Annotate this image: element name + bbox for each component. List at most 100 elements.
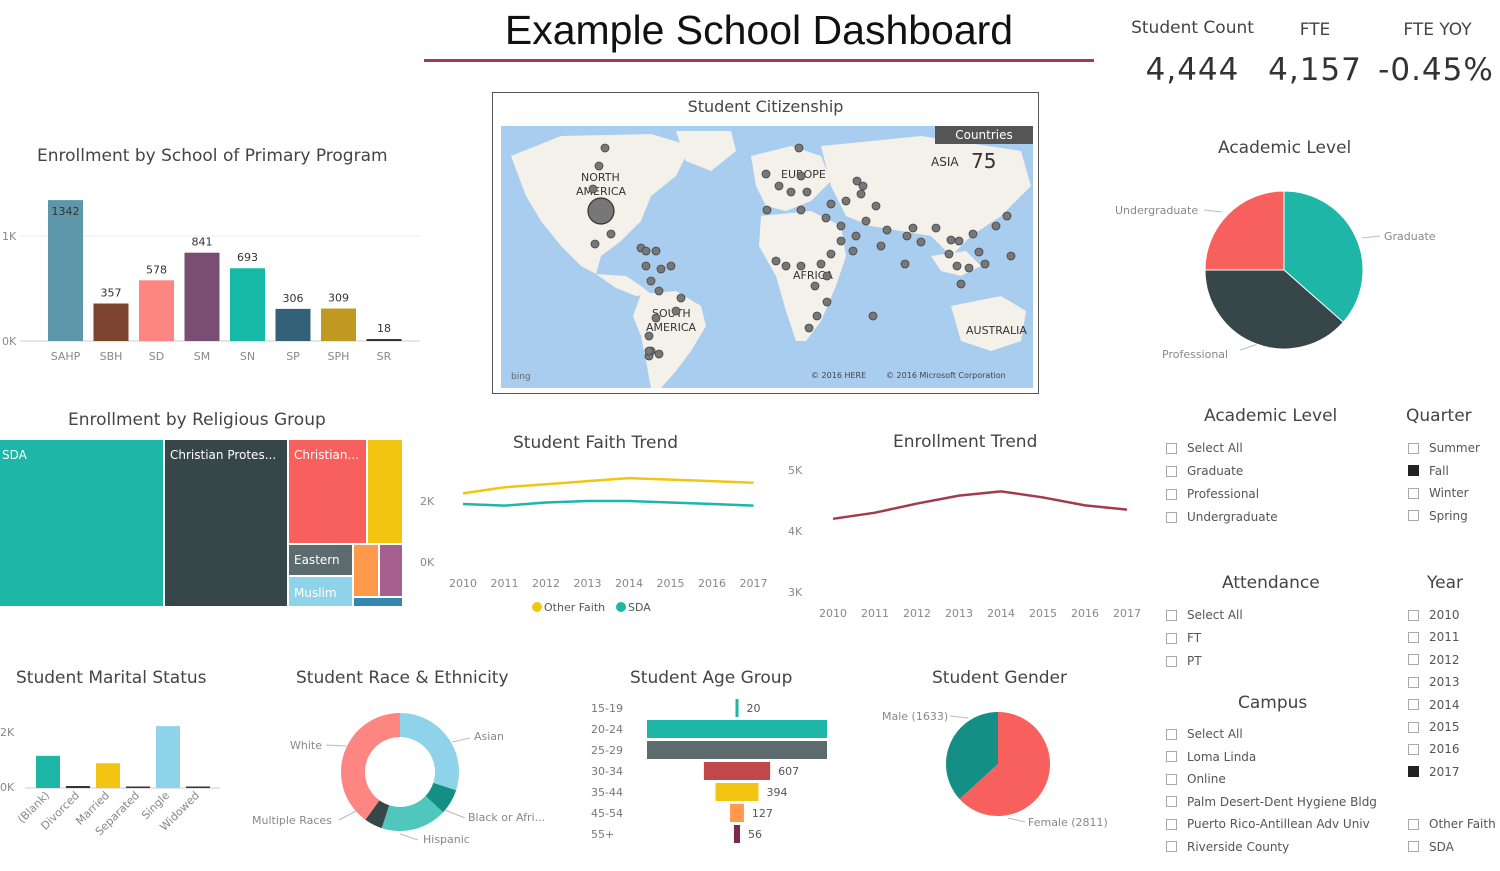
- map-dot[interactable]: [676, 293, 686, 303]
- attendance-option[interactable]: PT: [1166, 654, 1202, 668]
- map-dot[interactable]: [944, 249, 954, 259]
- faith-option[interactable]: SDA: [1408, 840, 1454, 854]
- map-dot[interactable]: [646, 276, 656, 286]
- attendance-checkbox[interactable]: [1166, 632, 1177, 644]
- year-option[interactable]: 2017: [1408, 765, 1460, 779]
- gender-pie[interactable]: Male (1633) Female (2811): [870, 700, 1120, 850]
- map-dot[interactable]: [656, 264, 666, 274]
- treemap-tile-eastern[interactable]: Eastern: [289, 545, 352, 575]
- map-dot[interactable]: [882, 225, 892, 235]
- marital-bar-separated[interactable]: [126, 786, 150, 789]
- map-dot[interactable]: [654, 349, 664, 359]
- map-dot[interactable]: [946, 235, 956, 245]
- treemap-tile-christian-protestant[interactable]: Christian Protes...: [165, 440, 287, 606]
- map-dot[interactable]: [991, 221, 1001, 231]
- pie-slice-undergraduate[interactable]: [1204, 190, 1285, 271]
- attendance-option[interactable]: Select All: [1166, 608, 1243, 622]
- quarter-option[interactable]: Spring: [1408, 509, 1468, 523]
- year-option[interactable]: 2015: [1408, 720, 1460, 734]
- bar-sp[interactable]: [275, 308, 311, 341]
- map-dot[interactable]: [641, 246, 651, 256]
- map-dot[interactable]: [826, 249, 836, 259]
- map-dot[interactable]: [956, 279, 966, 289]
- map-dot[interactable]: [841, 196, 851, 206]
- quarter-checkbox[interactable]: [1408, 442, 1419, 454]
- quarter-option[interactable]: Fall: [1408, 464, 1449, 478]
- gender-slice-female[interactable]: [959, 712, 1050, 816]
- campus-option[interactable]: Online: [1166, 772, 1226, 786]
- year-checkbox[interactable]: [1408, 609, 1419, 621]
- map-dot[interactable]: [804, 323, 814, 333]
- map-dot[interactable]: [644, 346, 654, 356]
- quarter-checkbox[interactable]: [1408, 465, 1419, 476]
- map-dot[interactable]: [816, 259, 826, 269]
- age-bar[interactable]: [647, 720, 827, 738]
- map-dot[interactable]: [802, 187, 812, 197]
- age-bar[interactable]: [715, 783, 759, 801]
- year-option[interactable]: 2011: [1408, 630, 1460, 644]
- age-bar[interactable]: [730, 804, 744, 822]
- map-dot[interactable]: [836, 236, 846, 246]
- map-dot[interactable]: [822, 297, 832, 307]
- map-dot[interactable]: [852, 176, 862, 186]
- map-dot[interactable]: [606, 229, 616, 239]
- academic-level-checkbox[interactable]: [1166, 442, 1177, 454]
- quarter-checkbox[interactable]: [1408, 487, 1419, 499]
- year-checkbox[interactable]: [1408, 654, 1419, 666]
- marital-bar-divorced[interactable]: [66, 786, 90, 788]
- map-dot[interactable]: [868, 311, 878, 321]
- treemap-tile-yellow[interactable]: [368, 440, 402, 543]
- world-map[interactable]: Countries ASIA 75 NORTH AMERICA EUROPE A…: [501, 126, 1033, 388]
- campus-option[interactable]: Palm Desert-Dent Hygiene Bldg: [1166, 795, 1377, 809]
- map-dot[interactable]: [836, 221, 846, 231]
- map-dot[interactable]: [666, 261, 676, 271]
- attendance-checkbox[interactable]: [1166, 655, 1177, 667]
- map-dot[interactable]: [781, 261, 791, 271]
- marital-bar-blank[interactable]: [36, 755, 60, 788]
- age-group-funnel[interactable]: 15-19 20 20-24 25-29 30-34 607 35-44 394 45-54 12…: [585, 698, 845, 848]
- campus-checkbox[interactable]: [1166, 751, 1177, 762]
- pie-slice-professional[interactable]: [1204, 269, 1344, 350]
- year-checkbox[interactable]: [1408, 676, 1419, 688]
- campus-checkbox[interactable]: [1166, 728, 1177, 740]
- year-option[interactable]: 2016: [1408, 742, 1460, 756]
- map-dot[interactable]: [651, 313, 661, 323]
- map-dot[interactable]: [900, 259, 910, 269]
- map-dot[interactable]: [774, 181, 784, 191]
- campus-option[interactable]: Puerto Rico-Antillean Adv Univ: [1166, 817, 1370, 831]
- treemap-tile-sda[interactable]: SDA: [0, 440, 163, 606]
- academic-level-pie[interactable]: Undergraduate Graduate Professional: [1100, 170, 1480, 370]
- map-dot[interactable]: [858, 181, 868, 191]
- treemap-tile-purple[interactable]: [380, 545, 402, 596]
- academic-level-checkbox[interactable]: [1166, 488, 1177, 500]
- map-dot[interactable]: [644, 331, 654, 341]
- map-dot[interactable]: [861, 216, 871, 226]
- map-dot[interactable]: [1002, 211, 1012, 221]
- quarter-option[interactable]: Winter: [1408, 486, 1469, 500]
- bar-sbh[interactable]: [93, 303, 129, 341]
- age-bar[interactable]: [733, 825, 741, 843]
- treemap-tile-orange[interactable]: [354, 545, 378, 596]
- age-bar[interactable]: [647, 741, 827, 759]
- year-option[interactable]: 2014: [1408, 698, 1460, 712]
- map-dot[interactable]: [902, 231, 912, 241]
- map-dot[interactable]: [796, 261, 806, 271]
- bar-sm[interactable]: [184, 252, 220, 341]
- map-dot-usa[interactable]: [587, 197, 615, 225]
- map-dot[interactable]: [952, 261, 962, 271]
- attendance-checkbox[interactable]: [1166, 609, 1177, 621]
- year-option[interactable]: 2010: [1408, 608, 1460, 622]
- quarter-option[interactable]: Summer: [1408, 441, 1480, 455]
- marital-bar-single[interactable]: [156, 726, 180, 788]
- map-dot[interactable]: [974, 247, 984, 257]
- map-dot[interactable]: [851, 231, 861, 241]
- donut-slice-asian[interactable]: [400, 713, 459, 791]
- map-dot[interactable]: [794, 143, 804, 153]
- campus-checkbox[interactable]: [1166, 773, 1177, 785]
- map-dot[interactable]: [826, 199, 836, 209]
- map-dot[interactable]: [968, 229, 978, 239]
- treemap-tile-muslim[interactable]: Muslim: [289, 577, 352, 606]
- academic-level-checkbox[interactable]: [1166, 511, 1177, 523]
- faith-line-sda[interactable]: [462, 499, 754, 507]
- bar-sph[interactable]: [321, 308, 356, 341]
